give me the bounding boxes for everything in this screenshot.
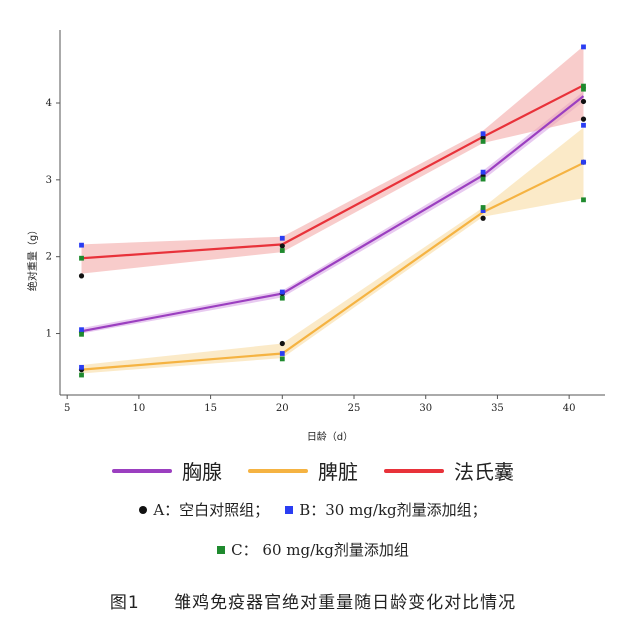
group-legend-row-1: A：空白对照组； B：30 mg/kg剂量添加组； — [0, 499, 626, 520]
bursa-point-b — [581, 44, 586, 50]
thymus-point-b — [79, 327, 84, 333]
x-tick-label: 15 — [204, 403, 217, 414]
series-legend: 胸腺 脾脏 法氏囊 — [0, 456, 626, 485]
bursa-point-a — [480, 134, 486, 141]
figure-caption: 图1 雏鸡免疫器官绝对重量随日龄变化对比情况 — [0, 588, 626, 613]
chart-plot: 5 10 15 20 25 30 35 40 1 2 3 4 日龄（d） 绝对重量（g） — [26, 30, 605, 443]
figure-title: 雏鸡免疫器官绝对重量随日龄变化对比情况 — [174, 593, 517, 613]
thymus-point-c — [581, 86, 586, 92]
legend-item-spleen: 脾脏 — [248, 456, 358, 485]
x-tick-label: 10 — [133, 403, 146, 414]
thymus-point-b — [279, 289, 285, 295]
bursa-point-a — [580, 98, 587, 105]
plot-area: 5 10 15 20 25 30 35 40 1 2 3 4 — [46, 30, 605, 414]
bursa-point-a — [78, 273, 85, 279]
spleen-point-c — [79, 372, 84, 378]
x-tick-label: 25 — [348, 403, 361, 414]
spleen-mean-line — [81, 161, 584, 371]
group-legend-b: B：30 mg/kg剂量添加组； — [285, 499, 487, 520]
group-b-label: B：30 mg/kg剂量添加组； — [299, 501, 487, 519]
x-tick-label: 30 — [419, 403, 432, 414]
group-legend-row-2: C： 60 mg/kg剂量添加组 — [0, 539, 626, 560]
legend-item-bursa: 法氏囊 — [384, 456, 514, 485]
bursa-point-b — [480, 131, 486, 137]
thymus-mean-line — [81, 95, 585, 333]
y-tick-label: 2 — [46, 252, 52, 263]
legend-label-thymus: 胸腺 — [182, 460, 222, 484]
bursa-point-c — [480, 139, 486, 144]
spleen-point-a — [279, 340, 285, 347]
spleen-point-c — [480, 205, 486, 210]
bursa-point-b — [279, 235, 285, 241]
legend-swatch-thymus — [112, 468, 172, 473]
group-b-marker-icon — [285, 505, 294, 514]
y-tick-label: 3 — [46, 175, 52, 186]
group-a-label: A：空白对照组； — [153, 501, 270, 519]
group-c-marker-icon — [217, 545, 226, 554]
thymus-point-b — [581, 122, 586, 128]
bursa-mean-line — [81, 84, 584, 260]
x-tick-label: 40 — [563, 403, 576, 414]
legend-label-spleen: 脾脏 — [318, 460, 358, 484]
spleen-point-c — [279, 356, 285, 362]
legend-swatch-spleen — [248, 468, 308, 473]
thymus-point-b — [480, 169, 486, 175]
spleen-point-b — [480, 208, 486, 213]
x-tick-label: 5 — [64, 403, 70, 414]
bursa-point-c — [79, 255, 84, 261]
x-tick-label: 20 — [276, 403, 289, 414]
figure-number: 图1 — [109, 593, 140, 613]
group-a-marker-icon — [139, 505, 148, 514]
thymus-point-c — [480, 176, 486, 182]
legend-item-thymus: 胸腺 — [112, 456, 222, 485]
legend-label-bursa: 法氏囊 — [454, 460, 514, 484]
y-tick-label: 4 — [46, 98, 52, 109]
group-legend-a: A：空白对照组； — [139, 499, 269, 520]
thymus-point-c — [79, 331, 84, 337]
bursa-ci-band — [81, 46, 584, 274]
legend-swatch-bursa — [384, 468, 444, 473]
thymus-point-c — [279, 295, 285, 301]
bursa-point-c — [581, 83, 586, 89]
spleen-point-a — [480, 215, 486, 221]
group-legend-c: C： 60 mg/kg剂量添加组 — [217, 539, 409, 560]
thymus-point-a — [580, 116, 587, 122]
x-tick-label: 35 — [491, 403, 504, 414]
x-axis-title: 日龄（d） — [307, 430, 353, 443]
spleen-point-b — [581, 159, 586, 165]
group-c-label: C： 60 mg/kg剂量添加组 — [231, 541, 409, 559]
y-axis-title: 绝对重量（g） — [26, 225, 39, 291]
spleen-point-b — [79, 364, 84, 370]
bursa-point-c — [279, 248, 285, 253]
y-tick-label: 1 — [46, 329, 52, 340]
spleen-point-c — [581, 197, 586, 203]
bursa-point-b — [79, 242, 84, 248]
spleen-point-b — [279, 351, 285, 356]
bursa-point-a — [279, 243, 285, 249]
